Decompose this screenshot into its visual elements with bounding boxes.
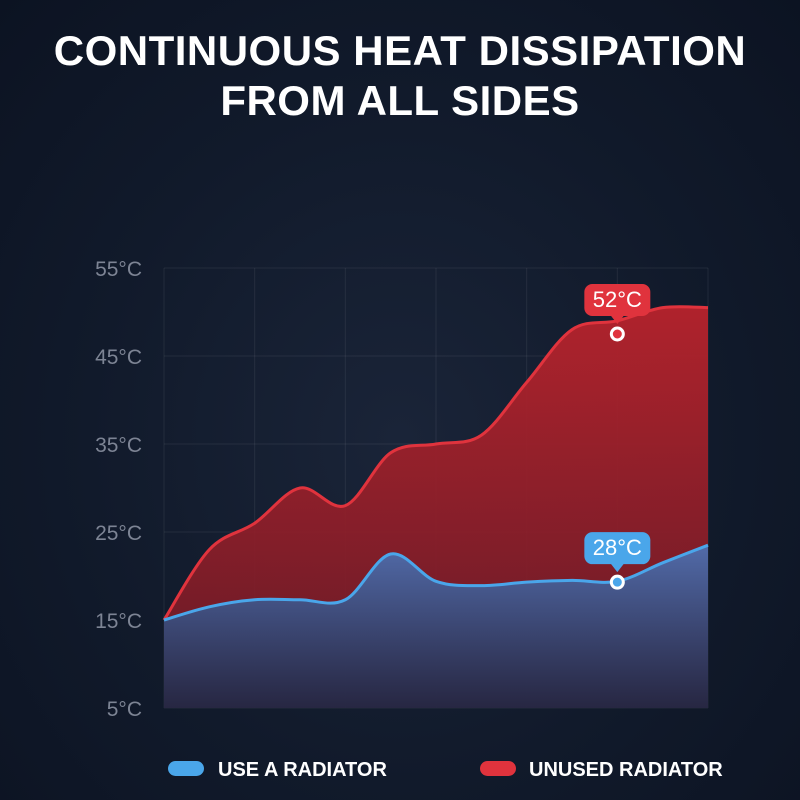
callout-label: 28°C bbox=[593, 535, 642, 560]
legend-item-use-radiator: USE A RADIATOR bbox=[168, 759, 387, 781]
callouts: 52°C 28°C bbox=[584, 284, 651, 590]
callout-pointer bbox=[610, 315, 625, 324]
legend-label: UNUSED RADIATOR bbox=[529, 759, 723, 781]
y-tick-label: 45°C bbox=[95, 346, 142, 369]
headline-line-2: FROM ALL SIDES bbox=[220, 77, 580, 124]
use-radiator-area bbox=[164, 545, 708, 708]
callout-pointer bbox=[610, 563, 625, 573]
legend-item-unused-radiator: UNUSED RADIATOR bbox=[480, 759, 723, 781]
y-tick-label: 25°C bbox=[95, 522, 142, 545]
callout-box bbox=[584, 284, 651, 316]
legend-swatch bbox=[480, 761, 516, 776]
legend-swatch bbox=[168, 761, 204, 776]
unused-radiator-callout: 52°C bbox=[584, 284, 651, 342]
legend: USE A RADIATOR UNUSED RADIATOR bbox=[168, 759, 723, 781]
callout-point bbox=[609, 326, 625, 342]
legend-label: USE A RADIATOR bbox=[218, 759, 387, 781]
headline: CONTINUOUS HEAT DISSIPATION FROM ALL SID… bbox=[0, 26, 800, 126]
y-tick-label: 35°C bbox=[95, 434, 142, 457]
y-axis-ticks: 5°C 15°C 25°C 35°C 45°C 55°C bbox=[95, 258, 142, 721]
y-tick-label: 5°C bbox=[107, 698, 142, 721]
use-radiator-callout: 28°C bbox=[584, 532, 651, 590]
y-tick-label: 15°C bbox=[95, 610, 142, 633]
headline-line-1: CONTINUOUS HEAT DISSIPATION bbox=[53, 27, 747, 74]
y-tick-label: 55°C bbox=[95, 258, 142, 281]
callout-label: 52°C bbox=[593, 287, 642, 312]
callout-point bbox=[609, 574, 625, 590]
callout-box bbox=[584, 532, 651, 565]
